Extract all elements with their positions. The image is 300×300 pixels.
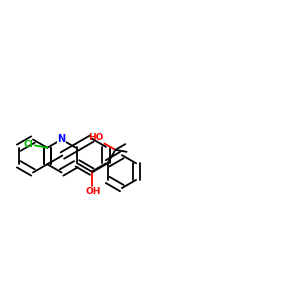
Text: Cl: Cl <box>23 140 33 149</box>
Text: HO: HO <box>88 133 103 142</box>
Text: N: N <box>58 134 66 145</box>
Text: OH: OH <box>85 187 101 196</box>
